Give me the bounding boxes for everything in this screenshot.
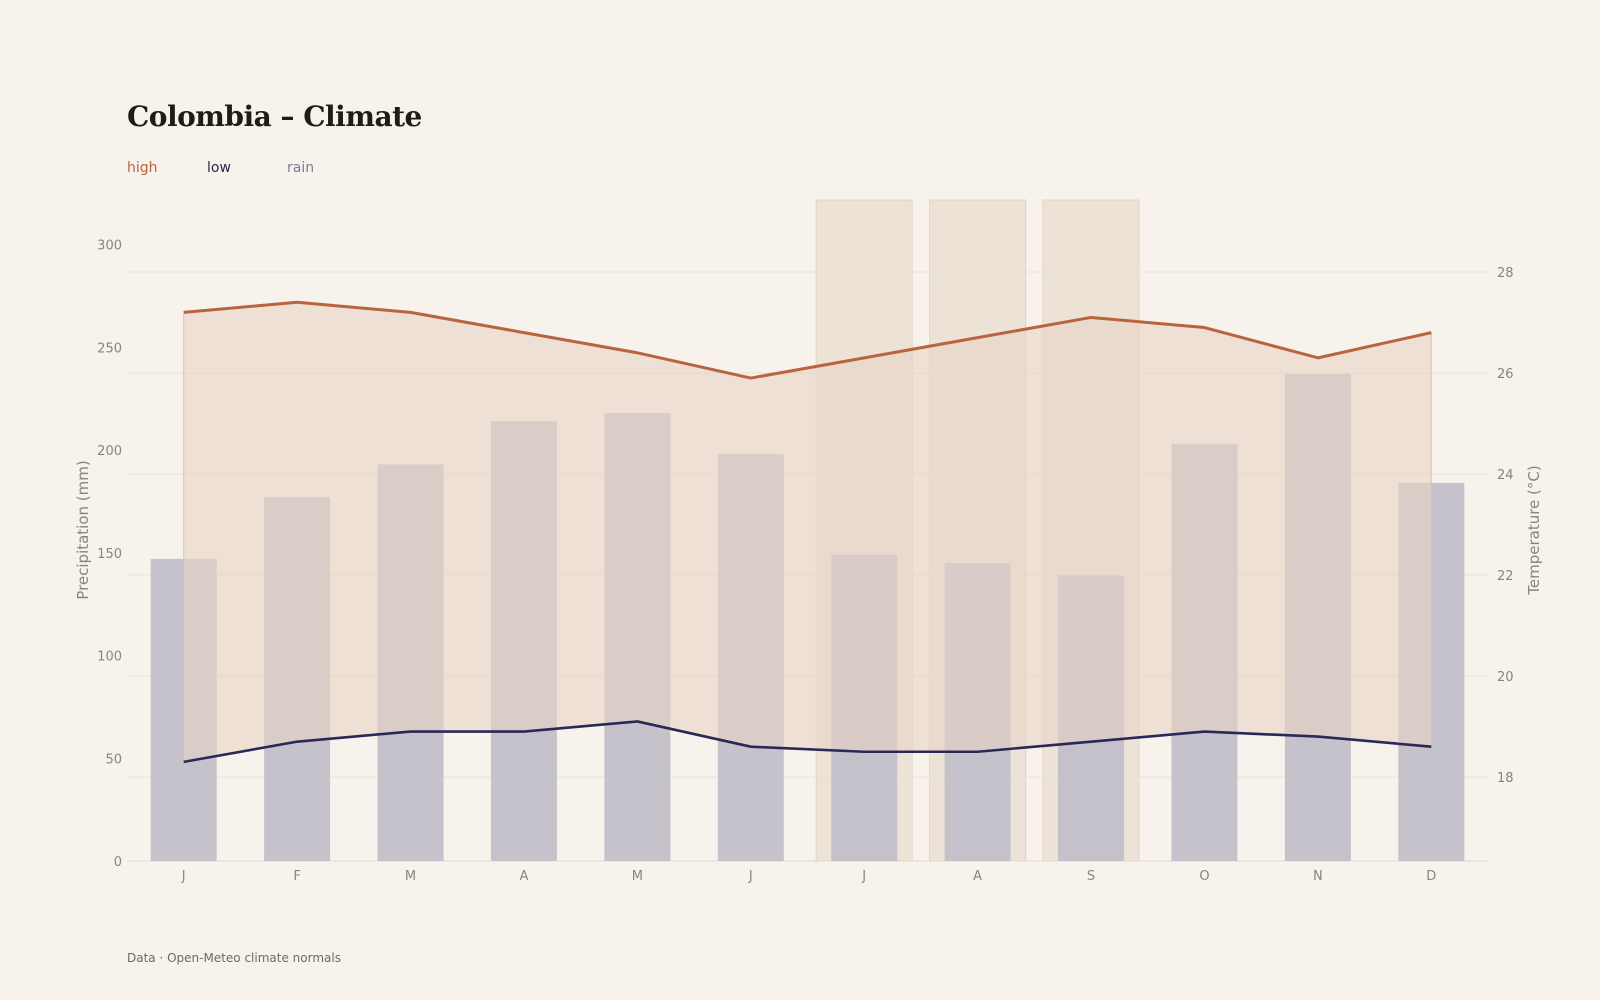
chart-title: Colombia – Climate: [127, 100, 422, 133]
y-left-tick-label: 300: [97, 239, 122, 254]
y-left-tick-label: 50: [105, 752, 122, 767]
y-right-tick-label: 18: [1497, 771, 1514, 786]
y-left-tick-label: 100: [97, 650, 122, 665]
x-tick-label: A: [520, 869, 529, 884]
y-left-tick-label: 0: [114, 855, 122, 870]
y-left-axis-title: Precipitation (mm): [74, 460, 92, 599]
y-left-tick-label: 150: [97, 547, 122, 562]
x-tick-label: N: [1313, 869, 1323, 884]
x-tick-label: M: [632, 869, 643, 884]
x-tick-label: M: [405, 869, 416, 884]
y-right-axis-title: Temperature (°C): [1525, 465, 1543, 595]
temperature-range-band: [183, 302, 1432, 762]
x-tick-label: J: [748, 869, 753, 884]
low-temperature-line: [183, 720, 1432, 764]
y-right-tick-label: 26: [1497, 367, 1514, 382]
legend: high low rain: [127, 160, 367, 176]
x-tick-label: S: [1087, 869, 1095, 884]
source-note: Data · Open-Meteo climate normals: [127, 951, 341, 965]
x-tick-label: J: [181, 869, 186, 884]
x-tick-label: A: [973, 869, 982, 884]
y-right-tick-label: 22: [1497, 569, 1514, 584]
y-right-tick-label: 20: [1497, 670, 1514, 685]
y-right-tick-label: 28: [1497, 266, 1514, 281]
legend-item-low: low: [207, 160, 231, 176]
legend-item-high: high: [127, 160, 158, 176]
y-right-tick-label: 24: [1497, 468, 1514, 483]
x-tick-label: O: [1199, 869, 1209, 884]
x-tick-label: J: [861, 869, 866, 884]
y-left-tick-label: 250: [97, 341, 122, 356]
x-tick-label: D: [1426, 869, 1436, 884]
legend-item-rain: rain: [287, 160, 315, 176]
y-left-tick-label: 200: [97, 444, 122, 459]
x-tick-label: F: [293, 869, 300, 884]
high-temperature-line: [183, 300, 1432, 380]
